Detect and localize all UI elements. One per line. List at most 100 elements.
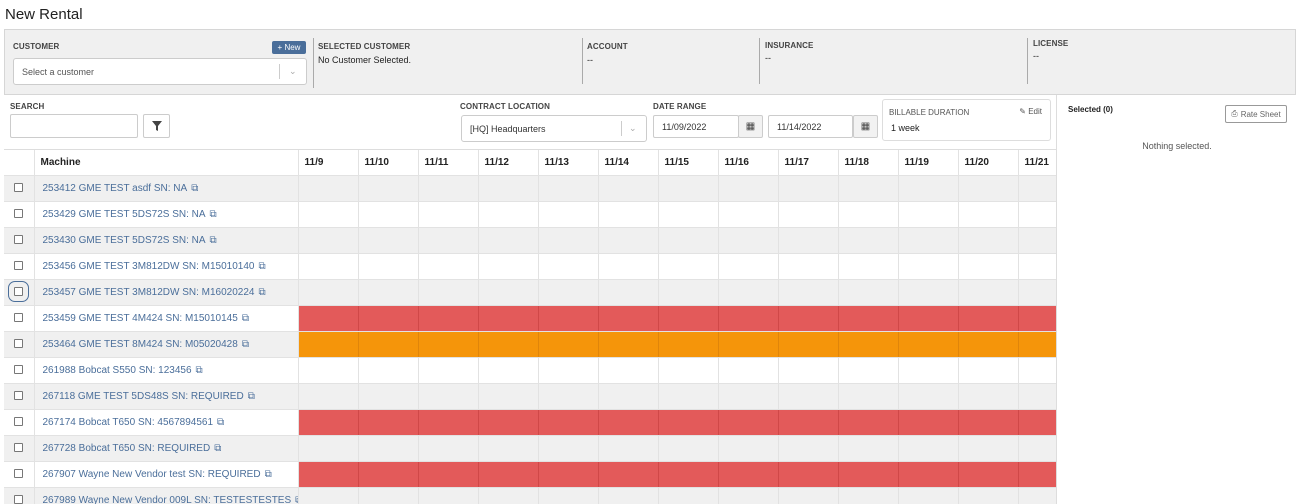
availability-cell[interactable] [958,383,1019,410]
availability-cell[interactable] [658,435,719,462]
availability-cell[interactable] [358,409,419,436]
availability-cell[interactable] [538,331,599,358]
availability-cell[interactable] [478,253,539,280]
availability-cell[interactable] [838,461,899,488]
availability-cell[interactable] [298,201,359,228]
external-link-icon[interactable]: ⧉ [258,286,266,298]
availability-cell[interactable] [658,279,719,306]
availability-cell[interactable] [358,383,419,410]
customer-select[interactable]: Select a customer ⌄ [13,58,307,85]
availability-cell[interactable] [598,253,659,280]
availability-cell[interactable] [718,409,779,436]
availability-cell[interactable] [658,331,719,358]
availability-cell[interactable] [1018,435,1056,462]
availability-cell[interactable] [898,357,959,384]
machine-link[interactable]: 261988 Bobcat S550 SN: 123456 [42,364,192,376]
availability-cell[interactable] [838,435,899,462]
availability-cell[interactable] [958,357,1019,384]
availability-cell[interactable] [838,409,899,436]
availability-cell[interactable] [1018,357,1056,384]
availability-cell[interactable] [358,175,419,202]
availability-cell[interactable] [538,357,599,384]
availability-cell[interactable] [898,305,959,332]
row-checkbox[interactable] [14,365,24,375]
availability-cell[interactable] [718,383,779,410]
availability-cell[interactable] [718,253,779,280]
availability-cell[interactable] [418,383,479,410]
availability-cell[interactable] [298,331,359,358]
availability-cell[interactable] [298,383,359,410]
availability-cell[interactable] [958,279,1019,306]
availability-cell[interactable] [838,253,899,280]
availability-cell[interactable] [838,227,899,254]
table-row[interactable]: 253457 GME TEST 3M812DW SN: M16020224 ⧉ [4,279,1056,306]
machine-link[interactable]: 267174 Bobcat T650 SN: 4567894561 [42,416,214,428]
availability-cell[interactable] [838,201,899,228]
availability-cell[interactable] [298,175,359,202]
row-checkbox[interactable] [14,417,24,427]
availability-cell[interactable] [1018,227,1056,254]
availability-cell[interactable] [478,487,539,504]
availability-cell[interactable] [1018,305,1056,332]
availability-cell[interactable] [478,279,539,306]
availability-cell[interactable] [598,357,659,384]
table-row[interactable]: 253430 GME TEST 5DS72S SN: NA ⧉ [4,227,1056,254]
availability-cell[interactable] [898,409,959,436]
availability-cell[interactable] [298,305,359,332]
external-link-icon[interactable]: ⧉ [209,208,217,220]
availability-cell[interactable] [418,331,479,358]
external-link-icon[interactable]: ⧉ [217,416,225,428]
availability-cell[interactable] [1018,409,1056,436]
availability-cell[interactable] [298,409,359,436]
availability-cell[interactable] [718,201,779,228]
availability-cell[interactable] [478,331,539,358]
table-row[interactable]: 261988 Bobcat S550 SN: 123456 ⧉ [4,357,1056,384]
availability-cell[interactable] [958,409,1019,436]
new-customer-button[interactable]: + New [272,41,306,54]
availability-cell[interactable] [718,487,779,504]
availability-cell[interactable] [598,435,659,462]
availability-cell[interactable] [598,383,659,410]
table-row[interactable]: 253412 GME TEST asdf SN: NA ⧉ [4,175,1056,202]
availability-cell[interactable] [778,409,839,436]
availability-cell[interactable] [478,305,539,332]
row-checkbox[interactable] [14,209,24,219]
availability-cell[interactable] [538,435,599,462]
availability-cell[interactable] [958,305,1019,332]
availability-cell[interactable] [658,253,719,280]
availability-cell[interactable] [538,279,599,306]
availability-cell[interactable] [778,253,839,280]
availability-cell[interactable] [898,383,959,410]
availability-cell[interactable] [418,487,479,504]
external-link-icon[interactable]: ⧉ [191,182,199,194]
availability-cell[interactable] [538,487,599,504]
availability-cell[interactable] [718,331,779,358]
availability-cell[interactable] [778,279,839,306]
availability-cell[interactable] [718,461,779,488]
external-link-icon[interactable]: ⧉ [195,364,203,376]
table-row[interactable]: 267989 Wayne New Vendor 009L SN: TESTEST… [4,487,1056,504]
availability-cell[interactable] [658,383,719,410]
table-row[interactable]: 267174 Bobcat T650 SN: 4567894561 ⧉ [4,409,1056,436]
availability-cell[interactable] [598,487,659,504]
machine-link[interactable]: 253464 GME TEST 8M424 SN: M05020428 [42,338,238,350]
availability-cell[interactable] [838,487,899,504]
availability-cell[interactable] [298,253,359,280]
availability-cell[interactable] [598,201,659,228]
availability-cell[interactable] [838,279,899,306]
availability-cell[interactable] [538,305,599,332]
availability-cell[interactable] [658,305,719,332]
availability-cell[interactable] [778,227,839,254]
availability-cell[interactable] [718,175,779,202]
table-row[interactable]: 253456 GME TEST 3M812DW SN: M15010140 ⧉ [4,253,1056,280]
availability-cell[interactable] [418,409,479,436]
availability-cell[interactable] [838,383,899,410]
availability-cell[interactable] [838,175,899,202]
availability-cell[interactable] [898,487,959,504]
machine-link[interactable]: 253412 GME TEST asdf SN: NA [42,182,188,194]
availability-cell[interactable] [718,279,779,306]
availability-cell[interactable] [598,279,659,306]
availability-cell[interactable] [898,227,959,254]
start-date-input[interactable] [653,115,739,138]
availability-cell[interactable] [718,435,779,462]
